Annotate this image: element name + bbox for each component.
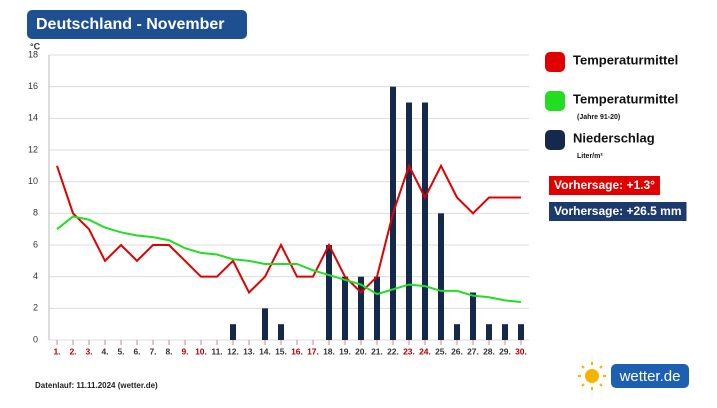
legend-label: Temperaturmittel (573, 52, 678, 67)
x-tick-label: 24. (419, 346, 431, 356)
footer: Datenlauf: 11.11.2024 (wetter.de) (35, 381, 158, 390)
bar (262, 308, 268, 340)
sun-rays (578, 362, 606, 390)
x-tick-label: 29. (499, 346, 511, 356)
x-tick-label: 26. (451, 346, 463, 356)
y-tick-label: 4 (33, 271, 38, 281)
x-tick-label: 10. (195, 346, 207, 356)
y-tick-label: 16 (28, 81, 38, 91)
bar (374, 276, 380, 340)
bar (230, 324, 236, 340)
x-tick-label: 17. (307, 346, 319, 356)
bar (422, 102, 428, 340)
y-unit: °C (30, 41, 41, 51)
y-tick-label: 0 (33, 334, 38, 344)
x-tick-label: 8. (165, 346, 172, 356)
bar (502, 324, 508, 340)
forecast-text: Vorhersage: +26.5 mm (554, 204, 682, 218)
x-tick-label: 16. (291, 346, 303, 356)
y-tick-label: 10 (28, 176, 38, 186)
x-tick-label: 14. (259, 346, 271, 356)
legend-swatch (545, 91, 565, 111)
legend-label: Niederschlag (573, 130, 655, 145)
line (56, 163, 521, 295)
x-tick-label: 12. (227, 346, 239, 356)
bar (438, 213, 444, 340)
forecast-box (549, 202, 687, 221)
x-tick-label: 18. (323, 346, 335, 356)
bar (278, 324, 284, 340)
legend-note: (Jahre 91-20) (577, 114, 620, 121)
x-tick-label: 1. (53, 346, 60, 356)
title-box (27, 10, 247, 39)
legend-swatch (545, 52, 565, 72)
legend-note: Liter/m² (577, 153, 603, 160)
legend-label: Temperaturmittel (573, 91, 678, 106)
bar (470, 292, 476, 340)
logo-text: wetter.de (619, 368, 681, 385)
logo: wetter.de (578, 362, 689, 390)
x-tick-label: 25. (435, 346, 447, 356)
chart-title: Deutschland - November (36, 16, 224, 33)
y-tick-label: 12 (28, 144, 38, 154)
x-tick-label: 30. (515, 346, 527, 356)
bar (342, 276, 348, 340)
x-tick-label: 23. (403, 346, 415, 356)
y-tick-label: 18 (28, 49, 38, 59)
y-tick-label: 6 (33, 239, 38, 249)
x-tick-label: 20. (355, 346, 367, 356)
sun (585, 369, 599, 383)
legend-swatch (545, 130, 565, 150)
logo-box (611, 364, 689, 388)
line (56, 215, 522, 303)
x-tick-label: 7. (149, 346, 156, 356)
x-tick-label: 2. (69, 346, 76, 356)
x-tick-label: 13. (243, 346, 255, 356)
x-tick-label: 27. (467, 346, 479, 356)
x-tick-label: 9. (181, 346, 188, 356)
x-tick-label: 4. (101, 346, 108, 356)
x-tick-label: 19. (339, 346, 351, 356)
x-tick-label: 15. (275, 346, 287, 356)
x-tick-label: 28. (483, 346, 495, 356)
bar (486, 324, 492, 340)
x-tick-label: 6. (133, 346, 140, 356)
x-tick-label: 3. (85, 346, 92, 356)
x-tick-label: 21. (371, 346, 383, 356)
forecast-box (549, 176, 660, 195)
bar (326, 245, 332, 340)
y-tick-label: 2 (33, 303, 38, 313)
x-tick-label: 11. (211, 346, 222, 356)
forecast-text: Vorhersage: +1.3° (554, 178, 655, 192)
bar (518, 324, 524, 340)
x-tick-label: 22. (387, 346, 399, 356)
y-tick-label: 14 (28, 113, 38, 123)
bar (454, 324, 460, 340)
bar (406, 102, 412, 340)
bar (358, 276, 364, 340)
x-tick-label: 5. (117, 346, 124, 356)
y-tick-label: 8 (33, 208, 38, 218)
